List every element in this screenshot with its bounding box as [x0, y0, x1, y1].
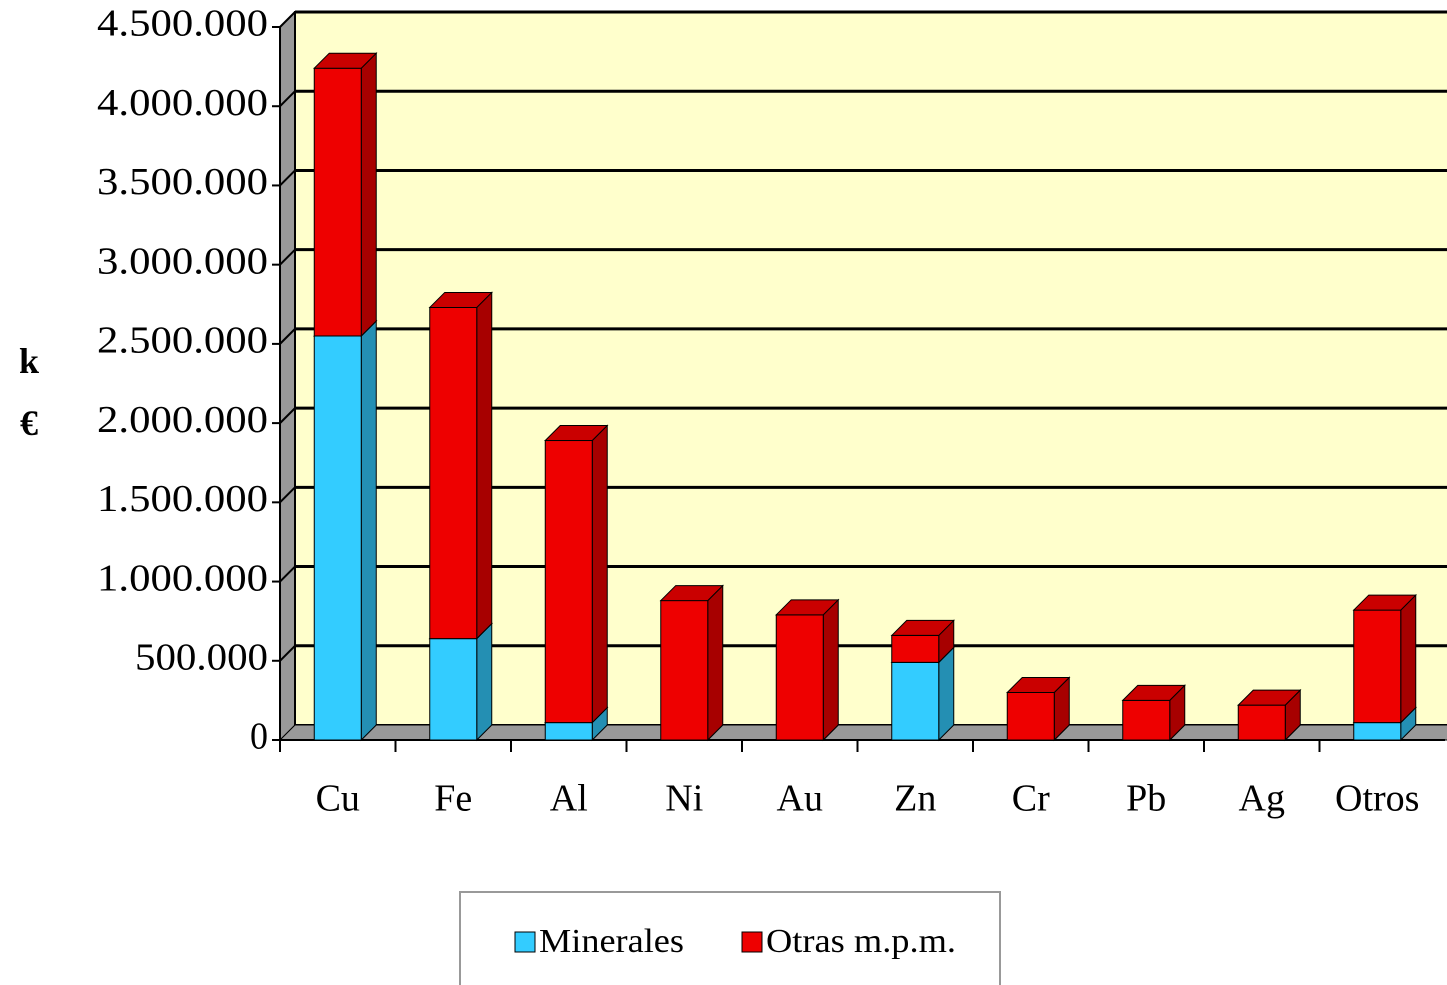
grid-line-side — [279, 328, 296, 345]
bar-side — [1400, 593, 1417, 724]
legend-box — [459, 891, 1001, 985]
y-tick-label: 2.500.000 — [97, 320, 268, 362]
bar — [313, 335, 362, 741]
x-tick-label: Ni — [665, 778, 703, 820]
x-tick-label: Fe — [434, 778, 472, 820]
grid-line-side — [279, 90, 296, 107]
y-tick-label: 1.000.000 — [97, 557, 268, 599]
legend-label: Minerales — [539, 923, 684, 960]
x-tick-label: Au — [777, 778, 823, 820]
y-tick-label: 2.000.000 — [97, 399, 268, 441]
bar — [1237, 704, 1286, 741]
left-wall — [279, 10, 296, 742]
legend-swatch — [514, 931, 536, 953]
bar-top — [313, 52, 378, 69]
bar-top — [544, 425, 609, 442]
legend-swatch — [741, 931, 763, 953]
bar — [429, 306, 478, 640]
x-tick-label: Otros — [1335, 778, 1419, 820]
bar-side — [360, 319, 377, 742]
bar — [891, 661, 940, 741]
x-tick-label: Ag — [1239, 778, 1285, 820]
grid-line-side — [279, 248, 296, 266]
bar-side — [476, 622, 493, 742]
bar — [1006, 691, 1055, 741]
y-tick-label: 4.500.000 — [97, 3, 268, 45]
bar-top — [1237, 689, 1302, 706]
grid-line-side — [279, 169, 296, 187]
bar-side — [707, 584, 724, 742]
bar-top — [428, 291, 493, 308]
grid-line-side — [279, 407, 296, 424]
bar — [544, 440, 593, 724]
bar-side — [591, 424, 608, 724]
bar-side — [822, 598, 839, 742]
grid-line-side — [279, 486, 296, 504]
legend-label: Otras m.p.m. — [766, 923, 956, 960]
bar — [313, 67, 362, 337]
grid-line-side — [279, 645, 296, 662]
x-tick-label: Cu — [316, 778, 360, 820]
x-tick-label: Cr — [1012, 778, 1050, 820]
y-axis-label: k € — [18, 341, 40, 443]
bar-top — [1121, 684, 1186, 701]
bar — [544, 722, 593, 741]
bar — [1122, 699, 1171, 741]
y-tick-label: 3.000.000 — [97, 240, 268, 282]
y-tick-label: 3.500.000 — [97, 161, 268, 203]
bar-side — [360, 51, 377, 338]
bar-top — [659, 585, 724, 602]
bar-side — [476, 291, 493, 640]
y-tick-label: 1.500.000 — [97, 478, 268, 520]
bar — [775, 614, 824, 741]
bar-top — [890, 619, 955, 636]
bar-top — [1352, 594, 1417, 611]
bar — [429, 638, 478, 741]
bar — [1353, 722, 1402, 741]
grid-line-side — [279, 565, 296, 583]
y-tick-label: 4.000.000 — [97, 82, 268, 124]
bar — [660, 600, 709, 741]
x-tick-label: Al — [550, 778, 588, 820]
x-tick-label: Pb — [1126, 778, 1166, 820]
bar-top — [775, 599, 840, 616]
x-tick-label: Zn — [894, 778, 936, 820]
grid-line-side — [279, 11, 296, 28]
bar — [891, 634, 940, 663]
bar-side — [938, 646, 955, 742]
y-tick-label: 0 — [250, 716, 268, 758]
y-tick-label: 500.000 — [135, 636, 268, 678]
bar — [1353, 609, 1402, 724]
bar-top — [1006, 676, 1071, 693]
